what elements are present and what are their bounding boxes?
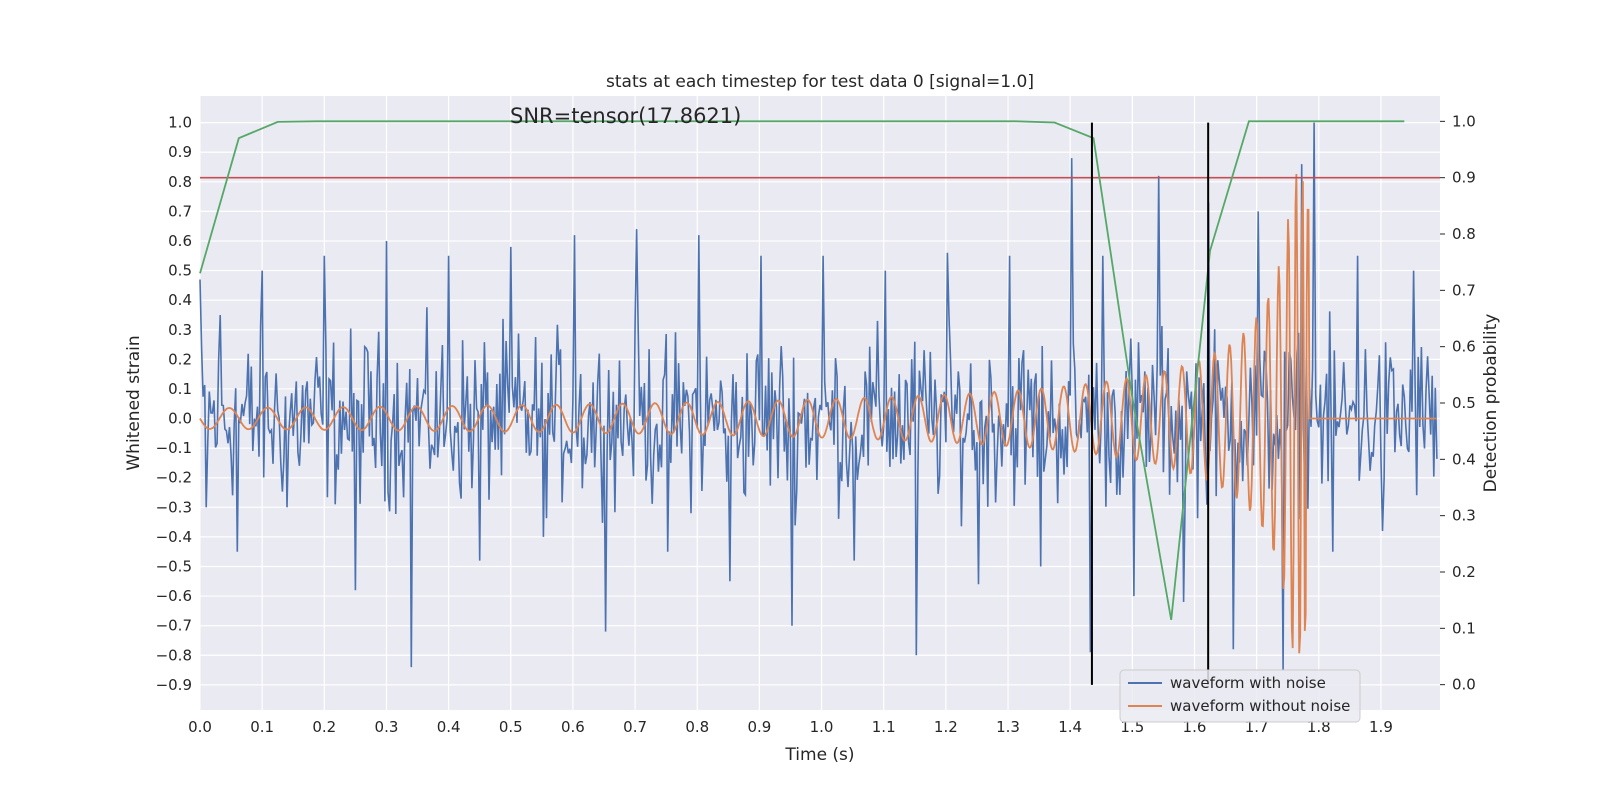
x-tick-label: 0.2 bbox=[312, 718, 336, 736]
x-tick-label: 0.5 bbox=[499, 718, 523, 736]
legend-box bbox=[1119, 669, 1361, 723]
x-tick-label: 0.0 bbox=[188, 718, 212, 736]
y-tick-label-right: 0.1 bbox=[1452, 619, 1476, 637]
y-tick-label-left: 0.9 bbox=[168, 143, 192, 161]
y-tick-label-left: 0.4 bbox=[168, 291, 192, 309]
y-tick-label-left: 0.6 bbox=[168, 232, 192, 250]
y-tick-label-left: 0.2 bbox=[168, 350, 192, 368]
y-tick-label-right: 0.8 bbox=[1452, 225, 1476, 243]
x-tick-label: 1.3 bbox=[996, 718, 1020, 736]
y-tick-label-left: 0.0 bbox=[168, 410, 192, 428]
y-tick-label-left: −0.3 bbox=[156, 498, 192, 516]
legend-label-noise: waveform with noise bbox=[1170, 674, 1326, 692]
y-tick-label-left: 1.0 bbox=[168, 114, 192, 132]
y-tick-label-right: 0.6 bbox=[1452, 338, 1476, 356]
y-tick-label-left: −0.7 bbox=[156, 617, 192, 635]
y-axis-label-right: Detection probability bbox=[1481, 314, 1501, 493]
y-tick-label-right: 0.2 bbox=[1452, 563, 1476, 581]
y-tick-label-left: 0.5 bbox=[168, 262, 192, 280]
y-tick-label-left: −0.8 bbox=[156, 646, 192, 664]
y-tick-label-left: 0.7 bbox=[168, 202, 192, 220]
y-tick-label-left: −0.4 bbox=[156, 528, 192, 546]
y-tick-label-left: −0.9 bbox=[156, 676, 192, 694]
y-tick-label-left: −0.2 bbox=[156, 469, 192, 487]
x-tick-label: 0.7 bbox=[623, 718, 647, 736]
y-tick-label-right: 0.9 bbox=[1452, 169, 1476, 187]
x-tick-label: 0.8 bbox=[685, 718, 709, 736]
x-tick-label: 0.6 bbox=[561, 718, 585, 736]
y-tick-label-left: −0.6 bbox=[156, 587, 192, 605]
x-tick-label: 1.1 bbox=[872, 718, 896, 736]
x-tick-label: 0.9 bbox=[747, 718, 771, 736]
y-tick-label-right: 1.0 bbox=[1452, 112, 1476, 130]
chart-title: stats at each timestep for test data 0 [… bbox=[606, 72, 1034, 92]
y-tick-label-right: 0.3 bbox=[1452, 507, 1476, 525]
y-tick-label-right: 0.7 bbox=[1452, 281, 1476, 299]
x-tick-label: 0.1 bbox=[250, 718, 274, 736]
x-tick-label: 1.0 bbox=[810, 718, 834, 736]
series-waveform-without-noise bbox=[199, 173, 1437, 654]
y-axis-label-left: Whitened strain bbox=[124, 335, 144, 470]
x-tick-label: 0.3 bbox=[375, 718, 399, 736]
y-tick-label-right: 0.5 bbox=[1452, 394, 1476, 412]
x-tick-label: 0.4 bbox=[437, 718, 461, 736]
y-tick-label-left: 0.8 bbox=[168, 173, 192, 191]
series-detection-probability bbox=[199, 120, 1405, 621]
y-tick-label-left: 0.3 bbox=[168, 321, 192, 339]
series-layer bbox=[199, 120, 1440, 685]
x-tick-label: 1.2 bbox=[934, 718, 958, 736]
x-tick-label: 1.9 bbox=[1369, 718, 1393, 736]
y-tick-label-left: −0.1 bbox=[156, 439, 192, 457]
y-tick-label-left: 0.1 bbox=[168, 380, 192, 398]
snr-annotation: SNR=tensor(17.8621) bbox=[510, 104, 741, 128]
y-tick-label-right: 0.4 bbox=[1452, 450, 1476, 468]
legend: waveform with noise waveform without noi… bbox=[1119, 669, 1361, 723]
legend-label-clean: waveform without noise bbox=[1170, 697, 1350, 715]
y-tick-label-left: −0.5 bbox=[156, 557, 192, 575]
y-tick-label-right: 0.0 bbox=[1452, 676, 1476, 694]
x-tick-label: 1.4 bbox=[1058, 718, 1082, 736]
x-axis-label: Time (s) bbox=[784, 745, 854, 765]
series-waveform-with-noise bbox=[199, 122, 1438, 671]
